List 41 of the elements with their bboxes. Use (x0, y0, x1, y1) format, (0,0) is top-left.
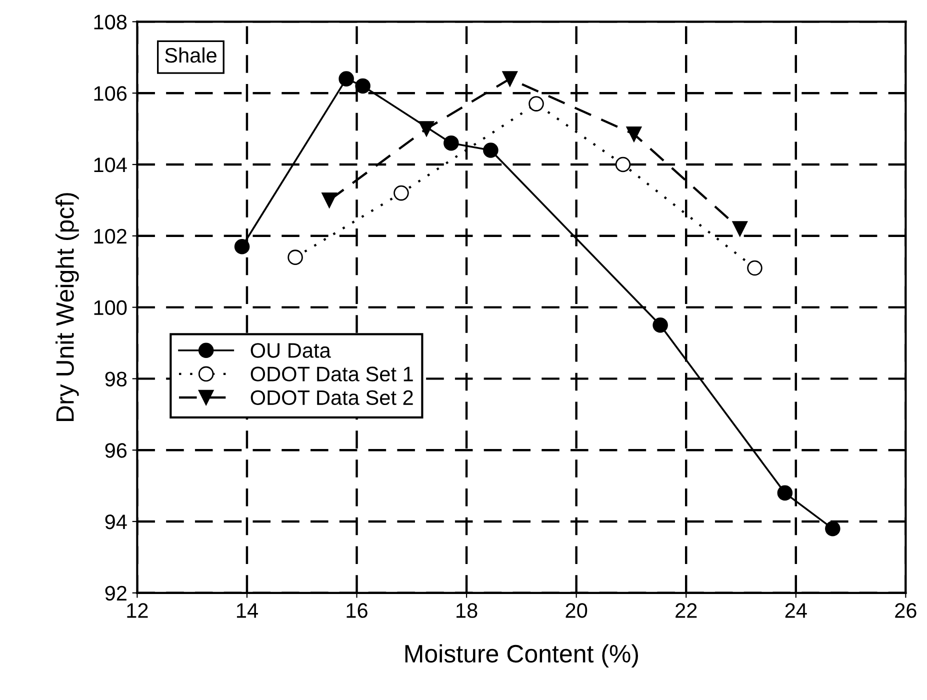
point (732, 221, 748, 236)
x-tick-label: 20 (566, 603, 588, 618)
x-tick-label: 18 (456, 603, 478, 618)
point (502, 71, 518, 86)
point (355, 78, 370, 94)
y-tick-label: 102 (94, 228, 126, 244)
x-tick-label: 24 (785, 603, 807, 618)
y-tick-label: 106 (94, 86, 127, 101)
point (747, 260, 762, 276)
legend-label: ODOT Data Set 2 (250, 390, 413, 406)
y-tick-label: 104 (94, 158, 127, 172)
point (288, 250, 303, 265)
point (234, 238, 250, 254)
point (777, 485, 793, 501)
point (322, 192, 337, 208)
x-tick-label: 26 (895, 603, 916, 618)
x-axis-title: Moisture Content (%) (405, 644, 638, 668)
y-tick-label: 108 (94, 14, 127, 30)
point (626, 126, 642, 142)
point (394, 185, 409, 201)
legend-label: ODOT Data Set 1 (250, 366, 413, 382)
point (528, 96, 544, 112)
point (444, 135, 459, 151)
point (483, 142, 498, 158)
point (825, 521, 840, 536)
legend-label: OU Data (250, 343, 331, 358)
y-tick-label: 100 (94, 300, 127, 316)
y-axis-title: Dry Unit Weight (pcf) (56, 193, 79, 422)
y-tick-label: 94 (105, 514, 127, 530)
x-tick-label: 12 (127, 603, 148, 618)
y-tick-label: 96 (105, 443, 127, 458)
x-tick-label: 16 (346, 603, 368, 618)
y-tick-label: 98 (105, 372, 127, 386)
point (418, 121, 434, 136)
annotation: Shale (165, 47, 216, 63)
y-tick-label: 92 (105, 586, 126, 601)
point (338, 71, 354, 86)
point (652, 318, 668, 333)
x-tick-label: 22 (676, 603, 697, 618)
point (615, 156, 631, 172)
x-tick-label: 14 (236, 603, 258, 618)
